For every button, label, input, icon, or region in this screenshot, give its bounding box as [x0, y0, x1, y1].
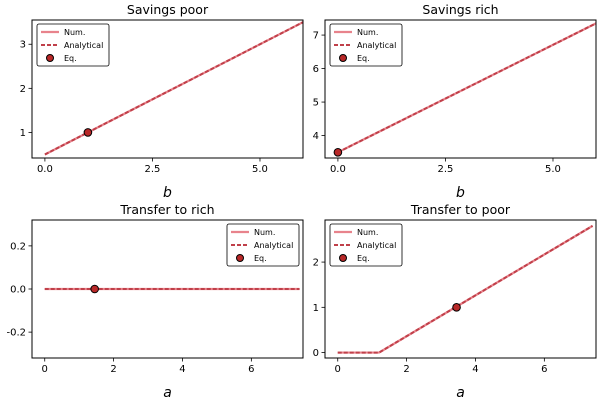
legend-box: [226, 223, 300, 267]
axes-frame: [324, 219, 597, 359]
panel-title: Savings poor: [127, 2, 209, 17]
eq-point: [83, 128, 93, 137]
y-tick-label: 1: [20, 128, 26, 139]
x-tick-label: 0: [42, 364, 48, 375]
panel-title: Transfer to poor: [410, 202, 511, 217]
eq-point: [333, 148, 343, 157]
eq-point: [452, 303, 461, 312]
legend-label: Num.: [357, 28, 378, 37]
legend-handle-eq: [236, 254, 244, 262]
legend-handle-eq: [339, 54, 347, 62]
x-tick-label: 0: [335, 364, 341, 375]
legend-label: Eq.: [357, 54, 370, 63]
x-tick-label: 0.0: [37, 164, 53, 175]
legend-box: [329, 23, 403, 67]
x-tick-label: 4: [179, 364, 185, 375]
y-tick-label: 3: [20, 40, 26, 51]
y-tick-label: 0: [313, 348, 319, 359]
x-axis-label: b: [456, 185, 465, 201]
panel-title: Savings rich: [422, 2, 498, 17]
x-tick-label: 2: [110, 364, 116, 375]
axes-frame: [324, 19, 597, 159]
legend-label: Eq.: [254, 254, 267, 263]
y-tick-label: 4: [313, 131, 319, 142]
axes-frame: [31, 19, 304, 159]
y-tick-label: 6: [313, 64, 319, 75]
panel-4: Transfer to poor 0 2 4 6 0 1 2 a Num. Analytical Eq…: [313, 202, 597, 401]
x-tick-label: 2.5: [437, 164, 453, 175]
legend-label: Analytical: [254, 241, 293, 250]
legend-label: Num.: [357, 228, 378, 237]
panel-title: Transfer to rich: [119, 202, 214, 217]
legend-label: Num.: [254, 228, 275, 237]
legend: Num. Analytical Eq.: [36, 23, 110, 67]
legend-label: Eq.: [64, 54, 77, 63]
eq-point: [90, 284, 99, 294]
x-tick-label: 5.0: [545, 164, 561, 175]
x-axis-label: a: [163, 385, 172, 400]
legend-label: Analytical: [357, 41, 396, 50]
panel-3: Transfer to rich 0 2 4 6 -0.2 0.0 0.2 a Num. Analy…: [6, 202, 304, 401]
y-tick-label: 7: [313, 31, 319, 42]
panel-2: Savings rich 0.0 2.5 5.0 4 5 6 7 b Num. Analytical…: [313, 2, 597, 201]
y-tick-label: 1: [313, 303, 319, 314]
y-tick-label: 2: [20, 84, 26, 95]
legend: Num. Analytical Eq.: [226, 223, 300, 267]
legend-handle-eq: [339, 254, 347, 262]
legend-label: Num.: [64, 28, 85, 37]
legend-label: Analytical: [64, 41, 103, 50]
x-tick-label: 5.0: [252, 164, 268, 175]
legend-label: Eq.: [357, 254, 370, 263]
y-tick-label: 0.0: [10, 285, 26, 296]
y-tick-label: 2: [313, 258, 319, 269]
x-tick-label: 2.5: [144, 164, 160, 175]
series-line-dashed: [337, 225, 594, 354]
x-tick-label: 0.0: [330, 164, 346, 175]
legend-box: [36, 23, 110, 67]
legend-handle-eq: [46, 54, 54, 62]
y-tick-label: 0.2: [10, 241, 26, 252]
legend: Num. Analytical Eq.: [329, 23, 403, 67]
legend: Num. Analytical Eq.: [329, 223, 403, 267]
series-line-dashed: [337, 22, 596, 154]
x-tick-label: 2: [403, 364, 409, 375]
y-tick-label: 5: [313, 98, 319, 109]
x-tick-label: 6: [541, 364, 547, 375]
x-axis-label: a: [456, 385, 465, 400]
panel-1: Savings poor 0.0 2.5 5.0 1 2 3 b Num. Analytical E…: [20, 2, 304, 201]
x-axis-label: b: [163, 185, 172, 201]
legend-label: Analytical: [357, 241, 396, 250]
y-tick-label: -0.2: [6, 328, 26, 339]
x-tick-label: 6: [248, 364, 254, 375]
legend-box: [329, 223, 403, 267]
x-tick-label: 4: [472, 364, 478, 375]
